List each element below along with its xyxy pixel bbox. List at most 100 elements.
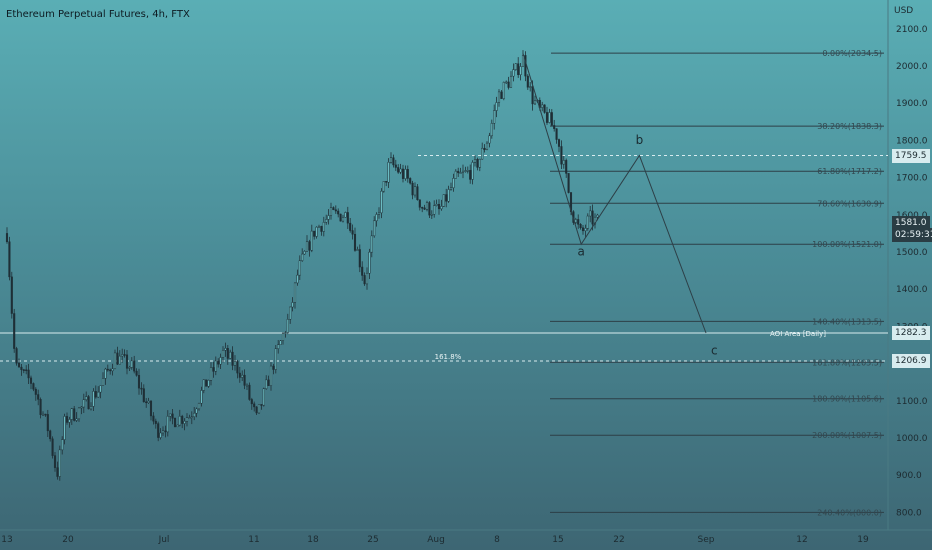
candle-body: [577, 219, 580, 225]
candle-body: [435, 203, 438, 206]
candle-body: [483, 147, 486, 150]
candle-body: [579, 224, 582, 229]
wave-projection-path: [522, 53, 707, 334]
candle-body: [543, 104, 546, 113]
candle-body: [113, 352, 117, 370]
candle-body: [231, 351, 234, 366]
candle-body: [248, 384, 251, 400]
candle-body: [29, 377, 33, 384]
x-tick-label: 18: [307, 535, 319, 545]
candle-body: [97, 391, 100, 398]
candle-body: [502, 81, 505, 99]
candle-body: [356, 249, 359, 251]
candle-body: [166, 415, 169, 433]
candle-body: [593, 216, 597, 225]
candle-body: [94, 391, 97, 398]
candle-body: [109, 369, 112, 372]
candle-body: [250, 399, 253, 405]
fib-161-dashed-label: 161.8%: [435, 353, 462, 361]
x-tick-label: 19: [857, 535, 869, 545]
candle-body: [423, 207, 426, 210]
candle-body: [99, 385, 102, 393]
fib-level-label: 100.00%(1521.0): [812, 240, 882, 249]
fib-level-label: 0.00%(2034.5): [822, 49, 882, 58]
candle-body: [291, 302, 294, 308]
candle-body: [209, 367, 213, 381]
candle-body: [411, 182, 414, 196]
y-tick-label: 900.0: [896, 471, 922, 481]
candle-body: [49, 430, 52, 440]
wave-label-c: c: [711, 343, 718, 357]
candle-body: [452, 178, 455, 189]
y-tick-label: 1400.0: [896, 285, 928, 295]
candle-body: [495, 102, 498, 111]
candle-body: [392, 157, 395, 166]
candle-body: [44, 413, 47, 416]
candle-body: [301, 253, 304, 261]
candle-body: [176, 424, 179, 428]
candle-body: [53, 455, 57, 468]
fib-161-price-tag: 1206.9: [892, 354, 930, 368]
candle-body: [524, 55, 527, 77]
candle-body: [284, 332, 287, 334]
candle-body: [459, 172, 462, 174]
candle-body: [394, 164, 397, 168]
candle-body: [375, 214, 378, 222]
candle-body: [442, 194, 445, 207]
candle-body: [243, 374, 246, 386]
candle-body: [260, 404, 263, 406]
candle-body: [13, 313, 16, 349]
candle-body: [267, 379, 270, 386]
candle-body: [85, 396, 88, 400]
candle-body: [529, 86, 532, 88]
candle-body: [397, 167, 400, 173]
candle-body: [334, 209, 337, 212]
candle-body: [10, 276, 13, 314]
candle-body: [596, 214, 599, 218]
candle-body: [514, 63, 517, 70]
candle-body: [485, 142, 489, 150]
candle-body: [190, 416, 193, 418]
candle-body: [457, 170, 460, 174]
candle-body: [238, 372, 241, 378]
candle-body: [125, 354, 129, 369]
candle-body: [181, 415, 184, 424]
y-tick-label: 2000.0: [896, 62, 928, 72]
candle-body: [490, 122, 493, 137]
candle-body: [567, 173, 570, 193]
candle-body: [286, 319, 289, 333]
candle-body: [157, 423, 160, 438]
candle-body: [63, 416, 66, 440]
fib-level-label: 78.60%(1630.9): [817, 199, 882, 208]
candle-body: [303, 251, 306, 255]
x-tick-label: Jul: [158, 535, 170, 545]
candle-body: [365, 272, 369, 285]
y-tick-label: 1700.0: [896, 174, 928, 184]
candle-body: [315, 226, 318, 237]
candle-body: [562, 160, 565, 165]
fib-level-label: 38.20%(1838.3): [817, 122, 882, 131]
fib-level-label: 180.90%(1105.6): [812, 395, 882, 404]
candle-body: [77, 407, 81, 420]
candle-body: [245, 384, 249, 387]
x-tick-label: Aug: [427, 535, 445, 545]
candle-body: [296, 274, 299, 284]
candle-body: [207, 380, 210, 387]
candle-body: [293, 282, 297, 303]
candle-body: [137, 375, 141, 389]
x-tick-label: 12: [796, 535, 807, 545]
y-tick-label: 1500.0: [896, 248, 928, 258]
candle-body: [509, 75, 513, 88]
candle-body: [241, 374, 244, 378]
candle-body: [471, 162, 474, 180]
candle-body: [185, 417, 189, 422]
candle-body: [322, 222, 325, 232]
candle-body: [418, 199, 421, 208]
candle-body: [380, 190, 383, 214]
candle-body: [550, 112, 553, 126]
candle-body: [464, 170, 467, 172]
candle-body: [317, 226, 321, 228]
candle-body: [279, 340, 282, 345]
candle-body: [517, 63, 520, 75]
